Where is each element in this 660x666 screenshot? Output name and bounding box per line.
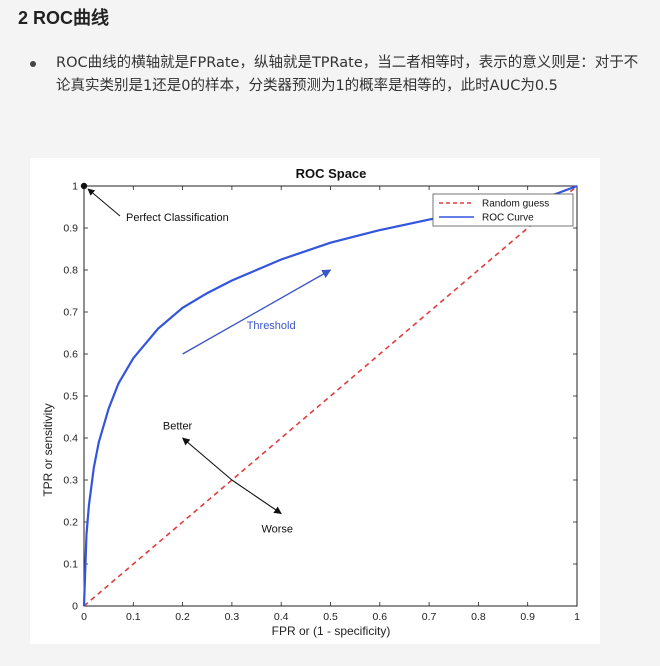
y-tick-label: 0.2	[63, 517, 78, 529]
x-tick-label: 0.1	[126, 611, 141, 623]
perfect-classification-label: Perfect Classification	[126, 212, 229, 224]
worse-label: Worse	[261, 524, 293, 536]
x-tick-label: 0.9	[520, 611, 535, 623]
section-heading: 2 ROC曲线	[18, 8, 110, 28]
y-tick-label: 0.7	[63, 307, 78, 319]
threshold-label: Threshold	[247, 320, 296, 332]
perfect-classification-point	[80, 182, 88, 190]
x-tick-label: 0.8	[471, 611, 486, 623]
x-tick-label: 1	[574, 611, 580, 623]
worse-arrow	[231, 479, 282, 515]
y-tick-label: 0.4	[63, 433, 78, 445]
roc-figure: ROC Space 0 0.1 0.2 0.3 0.4 0.5 0.6 0.7 0.8 0.9 1 0…	[30, 158, 600, 644]
perfect-classification-arrow	[87, 188, 121, 217]
chart-title: ROC Space	[296, 166, 367, 181]
legend-box	[432, 193, 574, 227]
x-axis-label: FPR or (1 - specificity)	[272, 624, 391, 638]
x-tick-label: 0.2	[175, 611, 190, 623]
y-tick-label: 1	[72, 181, 78, 193]
legend: Random guess ROC Curve	[432, 193, 574, 227]
y-axis-label: TPR or sensitivity	[41, 403, 55, 496]
x-tick-label: 0.7	[422, 611, 437, 623]
better-arrow	[182, 437, 233, 481]
bullet-dot	[30, 61, 36, 67]
bullet-item: ROC曲线的横轴就是FPRate，纵轴就是TPRate，当二者相等时，表示的意义…	[30, 52, 642, 98]
x-tick-label: 0.4	[274, 611, 289, 623]
y-tick-label: 0.5	[63, 391, 78, 403]
x-tick-label: 0.5	[323, 611, 338, 623]
better-label: Better	[163, 421, 193, 433]
plot-area	[83, 185, 578, 607]
x-tick-label: 0.3	[225, 611, 240, 623]
y-tick-label: 0	[72, 601, 78, 613]
y-tick-label: 0.6	[63, 349, 78, 361]
x-tick-label: 0.6	[372, 611, 387, 623]
x-tick-label: 0	[81, 611, 87, 623]
bullet-text: ROC曲线的横轴就是FPRate，纵轴就是TPRate，当二者相等时，表示的意义…	[56, 55, 639, 94]
roc-chart: ROC Space 0 0.1 0.2 0.3 0.4 0.5 0.6 0.7 0.8 0.9 1 0…	[41, 166, 580, 638]
y-tick-label: 0.9	[63, 223, 78, 235]
legend-label-roc: ROC Curve	[482, 213, 534, 224]
y-tick-label: 0.1	[63, 559, 78, 571]
y-tick-label: 0.3	[63, 475, 78, 487]
threshold-arrow	[182, 269, 332, 355]
y-tick-label: 0.8	[63, 265, 78, 277]
legend-label-random: Random guess	[482, 199, 549, 210]
